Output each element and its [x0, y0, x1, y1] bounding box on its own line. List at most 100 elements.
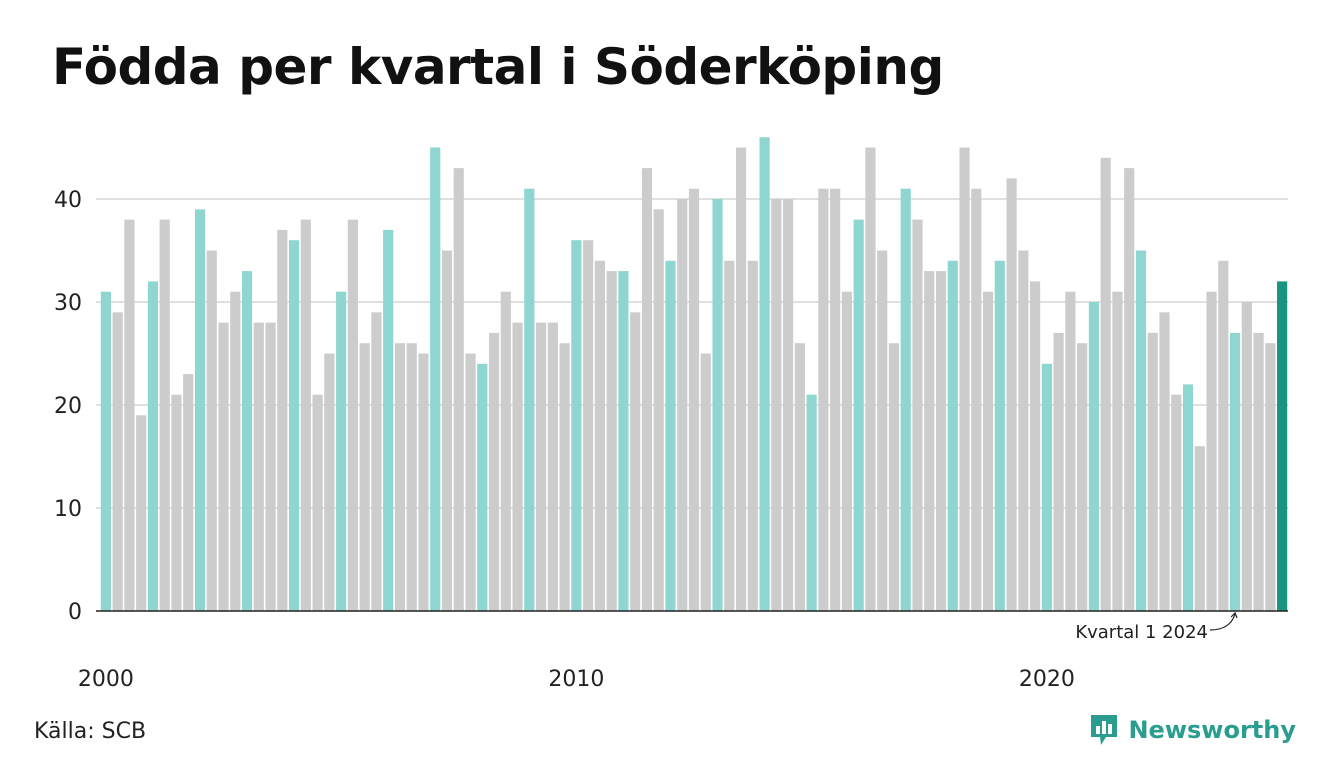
bar [700, 353, 711, 611]
bar [218, 322, 229, 611]
bar [194, 209, 206, 612]
bar [900, 188, 911, 611]
bar [818, 188, 829, 611]
y-tick-label: 30 [54, 291, 82, 316]
bar [1194, 446, 1205, 611]
bar [783, 199, 794, 611]
bar [1077, 343, 1088, 611]
bar [1053, 332, 1064, 611]
bar [441, 250, 453, 611]
bar [724, 260, 735, 611]
bar [1112, 291, 1123, 611]
bar [665, 260, 676, 611]
bar [947, 260, 958, 611]
bar [1277, 281, 1288, 611]
bar [1206, 291, 1217, 611]
bar [1065, 291, 1076, 611]
bar [265, 322, 276, 611]
x-tick-label: 2020 [1019, 667, 1075, 692]
bar [688, 188, 700, 611]
bar [1030, 281, 1041, 611]
y-tick-label: 40 [54, 188, 82, 213]
bar [982, 291, 994, 611]
brand-name: Newsworthy [1128, 716, 1296, 744]
bar [418, 353, 429, 611]
bar [853, 219, 864, 611]
bar [735, 147, 747, 611]
bar [253, 322, 264, 611]
bar [336, 291, 347, 611]
bar [1135, 250, 1147, 611]
bar [959, 147, 970, 611]
newsworthy-logo-icon [1091, 715, 1118, 745]
bar [1088, 302, 1100, 611]
bar [571, 240, 582, 611]
bar [1182, 384, 1194, 611]
bar [1171, 394, 1182, 611]
bar [524, 188, 535, 611]
annotation-label: Kvartal 1 2024 [1075, 622, 1208, 643]
bar [1124, 168, 1135, 611]
annotation-arrowhead [1230, 611, 1238, 619]
source-label: Källa: SCB [34, 719, 147, 744]
bar [1218, 260, 1229, 611]
bar [371, 312, 382, 611]
bar [747, 260, 758, 611]
bar [347, 219, 358, 611]
annotation-arrow [1209, 613, 1236, 631]
bar [618, 271, 629, 611]
bar [230, 291, 241, 611]
bar [206, 250, 217, 611]
bar [147, 281, 159, 611]
bar [830, 188, 841, 611]
bar [594, 260, 605, 611]
bar [1265, 343, 1276, 611]
bar [653, 209, 664, 612]
bar [806, 394, 817, 611]
bar [1147, 332, 1158, 611]
y-tick-label: 0 [68, 600, 82, 625]
bar [324, 353, 335, 611]
bar [430, 147, 441, 611]
x-tick-label: 2000 [78, 667, 134, 692]
bar [888, 343, 900, 611]
bar [159, 219, 170, 611]
bar [359, 343, 370, 611]
bar [1041, 363, 1052, 611]
bar [383, 229, 394, 611]
y-tick-label: 10 [54, 497, 82, 522]
bar [630, 312, 641, 611]
bar [712, 199, 723, 611]
newsworthy-brand[interactable]: Newsworthy [1088, 712, 1296, 748]
bar [547, 322, 558, 611]
bar [1229, 332, 1241, 611]
bar [1253, 332, 1264, 611]
bar [877, 250, 888, 611]
bar [500, 291, 511, 611]
bar [771, 199, 782, 611]
bar [312, 394, 323, 611]
bar [288, 240, 300, 611]
bar [971, 188, 982, 611]
bar [912, 219, 923, 611]
bar [559, 343, 570, 611]
bar [759, 137, 770, 611]
bar [124, 219, 135, 611]
bar [794, 343, 805, 611]
bar [241, 271, 253, 611]
bar [536, 322, 547, 611]
bar [641, 168, 653, 611]
bar [183, 374, 194, 611]
bar [841, 291, 852, 611]
bar [136, 415, 147, 611]
bar [1159, 312, 1170, 611]
bar [112, 312, 123, 611]
bar [300, 219, 311, 611]
bar [865, 147, 876, 611]
chart-title: Födda per kvartal i Söderköping [52, 38, 944, 96]
bar [1100, 157, 1111, 612]
bar [512, 322, 523, 611]
bar [583, 240, 594, 611]
bar [477, 363, 488, 611]
